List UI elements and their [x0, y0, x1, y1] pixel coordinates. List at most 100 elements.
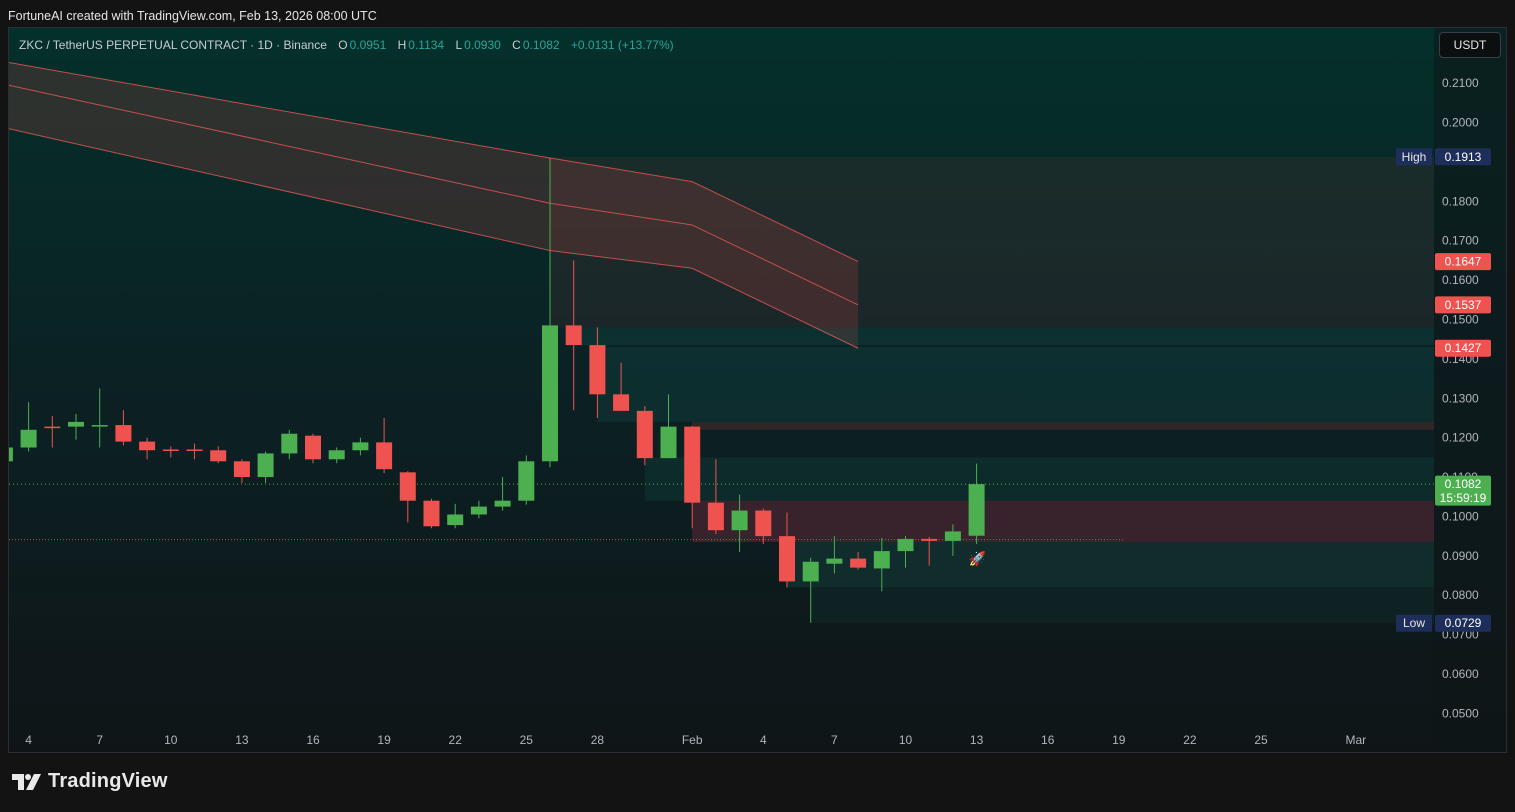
- chart-legend: ZKC / TetherUS PERPETUAL CONTRACT · 1D ·…: [19, 38, 676, 52]
- candle: [613, 362, 630, 411]
- candle-body: [376, 442, 393, 470]
- candle: [755, 508, 772, 545]
- price-zone: [810, 587, 1434, 624]
- tradingview-logo-text: TradingView: [48, 770, 168, 792]
- price-label-band: 0.1427: [1435, 339, 1491, 357]
- legend-high-value: 0.1134: [408, 38, 445, 52]
- tradingview-logo[interactable]: TradingView: [12, 770, 168, 793]
- tradingview-logo-icon: [12, 773, 41, 790]
- channel-upper-line: [9, 61, 859, 263]
- price-zone: [692, 500, 1434, 543]
- x-tick-label: 22: [1183, 733, 1197, 747]
- x-tick-label: 10: [164, 733, 178, 747]
- price-chart[interactable]: 🚀0.21000.20000.18000.17000.16000.15000.1…: [9, 28, 1506, 752]
- legend-open-value: 0.0951: [349, 38, 387, 52]
- channel-band-fill: [9, 62, 859, 349]
- candle-body: [850, 558, 867, 568]
- x-tick-label: 25: [1254, 733, 1268, 747]
- candle-body: [707, 502, 724, 531]
- candle: [68, 414, 84, 440]
- candle-body: [20, 429, 37, 448]
- currency-button[interactable]: USDT: [1439, 32, 1501, 58]
- candle-body: [921, 538, 938, 541]
- candle: [139, 437, 156, 460]
- candle: [233, 459, 250, 483]
- channel-lower-line: [9, 128, 859, 349]
- x-tick-label: 13: [970, 733, 984, 747]
- price-label-caption-bg: [1396, 614, 1432, 632]
- candle: [897, 536, 914, 568]
- price-label-bg: [1435, 614, 1491, 632]
- candle: [518, 455, 535, 505]
- x-tick-label: 16: [1041, 733, 1055, 747]
- price-label-caption: Low: [1403, 616, 1425, 630]
- price-label-value: 0.0729: [1445, 616, 1482, 630]
- candle-body: [9, 447, 13, 462]
- candle-body: [684, 426, 701, 503]
- candle-body: [257, 453, 274, 478]
- x-tick-label: 22: [449, 733, 463, 747]
- candle-body: [423, 500, 440, 527]
- chart-pane[interactable]: 🚀 0.2100 0.2000 0.1800 0.1700 0.1600 0.1500 0.1…: [8, 27, 1507, 753]
- candle: [779, 512, 795, 588]
- legend-open-label: O: [338, 38, 348, 52]
- candle: [399, 471, 416, 523]
- price-zone: [597, 347, 1434, 422]
- candle-body: [873, 551, 890, 569]
- candle: [589, 327, 606, 418]
- candle: [186, 443, 203, 460]
- attribution-text: FortuneAI created with TradingView.com, …: [8, 9, 377, 23]
- y-tick-label: 0.2000: [1442, 116, 1479, 130]
- price-zone: [692, 421, 1434, 430]
- price-zone: [550, 156, 1434, 328]
- candle: [447, 503, 464, 529]
- x-tick-label: 19: [1112, 733, 1126, 747]
- x-tick-label: 16: [306, 733, 320, 747]
- y-tick-label: 0.1600: [1442, 273, 1479, 287]
- legend-close-value: 0.1082: [522, 38, 560, 52]
- candle: [968, 463, 985, 545]
- y-tick-label: 0.0600: [1442, 667, 1479, 681]
- candle: [707, 459, 724, 535]
- price-label-caption-bg: [1396, 148, 1432, 166]
- candle-body: [518, 461, 535, 501]
- price-label-value: 0.1913: [1445, 150, 1482, 164]
- candle: [470, 500, 487, 519]
- legend-symbol-title: ZKC / TetherUS PERPETUAL CONTRACT · 1D ·…: [19, 38, 327, 52]
- y-tick-label: 0.1500: [1442, 312, 1479, 326]
- candle: [162, 446, 179, 458]
- candle-body: [281, 433, 298, 454]
- y-tick-label: 0.0500: [1442, 706, 1479, 720]
- candle: [494, 477, 511, 511]
- candle-body: [399, 472, 416, 501]
- candle: [921, 536, 938, 566]
- candle: [802, 557, 819, 623]
- price-label-caption: High: [1402, 150, 1427, 164]
- candle-body: [91, 425, 108, 427]
- price-label-bg: [1435, 148, 1491, 166]
- candle-body: [779, 536, 795, 582]
- x-tick-label: 4: [760, 733, 767, 747]
- x-tick-label: 28: [591, 733, 605, 747]
- price-label-band: 0.1537: [1435, 296, 1491, 314]
- legend-high-label: H: [397, 38, 407, 52]
- candle-body: [897, 538, 914, 552]
- candle-body: [447, 514, 464, 526]
- candle: [210, 446, 227, 464]
- price-label-bg: [1435, 475, 1491, 506]
- candle-body: [470, 506, 487, 515]
- candle-body: [944, 531, 961, 541]
- x-tick-label: 7: [831, 733, 838, 747]
- candle-body: [139, 441, 156, 451]
- candle: [328, 447, 345, 464]
- candle-body: [162, 449, 179, 451]
- x-tick-label: 13: [235, 733, 249, 747]
- x-tick-label: 19: [377, 733, 391, 747]
- y-tick-label: 0.0800: [1442, 588, 1479, 602]
- candle: [684, 425, 701, 529]
- candle-body: [210, 450, 227, 462]
- candle-body: [755, 510, 772, 537]
- price-label-low: Low 0.0729: [1396, 614, 1491, 632]
- chart-background: [9, 28, 1506, 752]
